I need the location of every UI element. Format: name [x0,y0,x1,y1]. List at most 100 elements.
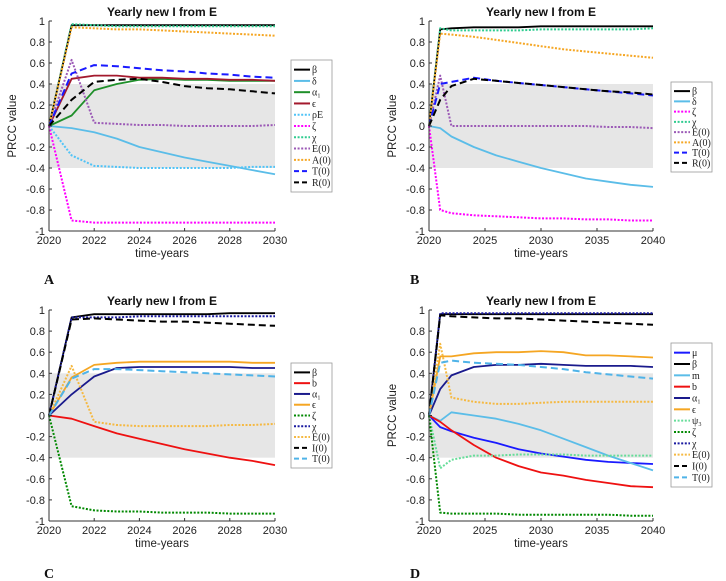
y-axis-label: PRCC value [387,384,399,447]
legend-label: χ [691,439,697,450]
legend-item: β [674,360,697,371]
y-axis-label: PRCC value [387,94,399,157]
x-tick-label: 2028 [218,525,242,537]
x-axis-label: time-years [514,538,568,550]
series-line [48,415,275,515]
series-line [48,77,275,127]
x-tick-label: 2020 [37,525,61,537]
series-line [48,26,276,127]
legend-item: E(0) [294,144,330,155]
series-line [428,359,654,416]
legend-label: E(0) [692,450,710,461]
x-tick-label: 2024 [127,235,151,247]
x-tick-label: 2020 [417,525,441,537]
legend-item: χ [674,439,697,450]
legend-box [670,81,713,173]
legend-box [670,342,713,488]
y-tick-label: -0.8 [406,205,425,217]
y-tick-label: 0 [419,411,425,423]
y-tick-label: 0.4 [410,79,425,91]
x-axis-label: time-years [514,248,568,260]
panel-letter: D [410,567,420,581]
legend-item: δ [294,76,317,87]
x-tick-label: 2026 [172,235,196,247]
y-tick-label: 0.8 [30,37,45,49]
legend-label: b [312,379,317,390]
chart-title: Yearly new I from E [107,5,217,19]
x-tick-label: 2022 [82,525,106,537]
legend-item: β [294,368,317,379]
x-tick-label: 2040 [641,235,665,247]
x-tick-label: 2040 [641,525,665,537]
legend-item: β [674,87,697,98]
legend-item: χ [294,133,317,144]
series-line [428,411,654,472]
y-tick-label: 1 [419,305,425,317]
panel-letter: A [44,273,55,288]
legend-item: E(0) [674,128,710,139]
legend-label: α₁ [312,389,321,400]
series-line [48,317,276,416]
legend-item: I(0) [294,443,327,454]
series-line [48,312,275,416]
series-line [428,74,654,130]
y-tick-label: 0.6 [410,347,425,359]
legend-item: β [294,65,317,76]
y-tick-label: 0.2 [30,389,45,401]
series-line [48,368,276,417]
y-tick-label: -0.2 [26,432,45,444]
series-line [48,64,276,127]
insignificance-band [49,84,275,168]
x-tick-label: 2024 [127,525,151,537]
y-tick-label: -1 [35,226,45,238]
y-tick-label: -1 [415,226,425,238]
series-line [48,366,275,417]
legend-item: I(0) [674,462,707,473]
y-tick-label: -1 [35,516,45,528]
series-line [428,414,654,489]
legend-label: χ [311,422,317,433]
y-tick-label: 0.8 [410,37,425,49]
y-tick-label: 0 [39,411,45,423]
y-tick-label: 0.4 [30,79,45,91]
y-tick-label: -0.8 [406,495,425,507]
x-tick-label: 2025 [473,525,497,537]
legend-label: R(0) [692,158,710,169]
y-tick-label: -1 [415,516,425,528]
y-tick-label: -0.4 [406,453,425,465]
y-tick-label: 0.8 [410,326,425,338]
legend-item: δ [674,97,697,108]
legend-label: δ [692,97,697,108]
legend-item: α₁ [674,394,701,405]
legend-item: A(0) [294,155,331,166]
legend-item: μ [674,348,697,359]
legend-item: ζ [294,411,316,422]
chart-title: Yearly new I from E [107,294,217,308]
series-line [428,77,654,127]
y-tick-label: -0.4 [26,453,45,465]
chart-title: Yearly new I from E [486,294,596,308]
y-tick-label: 0.4 [410,368,425,380]
legend-label: ρE [312,110,323,121]
series-line [428,125,653,222]
series-line [48,364,276,428]
y-tick-label: 0 [39,121,45,133]
legend-item: T(0) [294,454,330,465]
y-tick-label: -0.8 [26,495,45,507]
y-tick-label: -0.6 [406,474,425,486]
y-tick-label: -0.6 [406,184,425,196]
legend-label: A(0) [692,138,711,149]
legend-label: ϵ [312,400,316,411]
y-tick-label: 0.6 [30,347,45,359]
x-axis-label: time-years [135,538,189,550]
legend-label: E(0) [312,144,330,155]
legend-label: I(0) [312,443,327,454]
legend-item: T(0) [674,148,710,159]
series-line [48,74,276,127]
legend-label: ψ₃ [692,416,702,427]
legend-item: ϵ [294,99,316,110]
